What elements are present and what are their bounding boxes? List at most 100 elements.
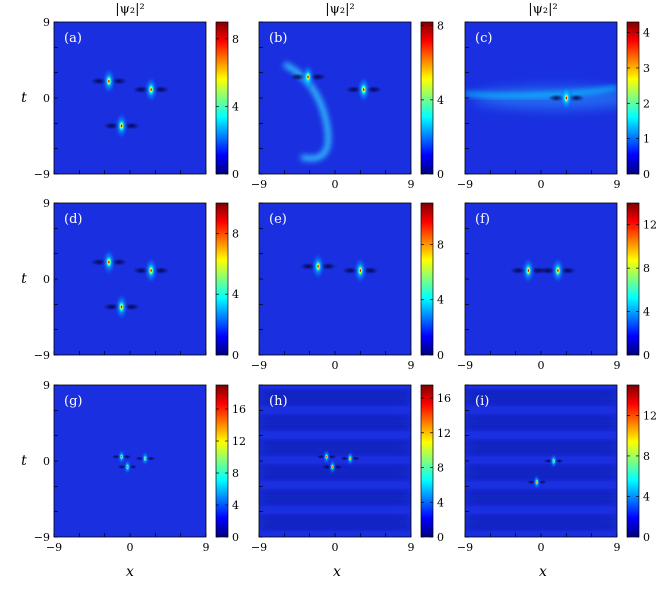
colorbar-tick-label: 12 xyxy=(643,219,657,232)
peak-core xyxy=(143,455,147,462)
colorbar-tick-label: 0 xyxy=(437,168,444,181)
column-title-1: |ψ₂|² xyxy=(115,2,144,17)
peak-core xyxy=(118,301,125,313)
peak-core xyxy=(552,457,556,465)
colorbar-tick-label: 3 xyxy=(643,62,650,75)
x-tick-label: 9 xyxy=(614,541,621,554)
colorbar-tick-label: 8 xyxy=(643,450,650,463)
background-stripe xyxy=(259,518,411,527)
ridge-line xyxy=(465,86,617,98)
heatmap-background xyxy=(54,385,206,537)
y-tick-label: −9 xyxy=(34,349,50,362)
background-stripe xyxy=(259,418,411,427)
peak-core xyxy=(525,265,532,277)
colorbar-tick-label: 4 xyxy=(437,294,444,307)
background-stripe xyxy=(465,418,617,427)
colorbar-tick-label: 4 xyxy=(232,288,239,301)
column-title-3: |ψ₂|² xyxy=(528,2,557,17)
colorbar xyxy=(626,202,640,356)
panel-label: (f) xyxy=(475,212,490,227)
colorbar-tick-label: 0 xyxy=(643,531,650,544)
y-tick-label: 0 xyxy=(43,273,50,286)
panel-f: (f) −9 0 9 0 4 8 12 xyxy=(457,202,657,372)
y-tick-label: 9 xyxy=(43,197,50,210)
peak-core xyxy=(125,463,130,470)
panel-e: (e) −9 0 9 0 4 8 xyxy=(251,202,444,372)
peak-core xyxy=(305,71,311,83)
colorbar-tick-label: 12 xyxy=(643,409,657,422)
heatmap-background xyxy=(259,385,411,537)
y-tick-label: 9 xyxy=(43,16,50,29)
y-tick-label: 0 xyxy=(43,455,50,468)
colorbar-tick-label: 8 xyxy=(232,467,239,480)
x-tick-label: −9 xyxy=(251,541,267,554)
colorbar-tick-label: 12 xyxy=(232,435,246,448)
peak-core xyxy=(148,84,154,96)
panel-c: (c) −9 0 9 0 1 2 3 4 xyxy=(457,21,650,191)
x-tick-label: 0 xyxy=(332,541,339,554)
x-tick-label: −9 xyxy=(457,541,473,554)
background-stripe xyxy=(465,493,617,502)
colorbar xyxy=(215,384,229,538)
x-tick-label: −9 xyxy=(251,178,267,191)
background-stripe xyxy=(259,393,411,402)
background-stripe xyxy=(259,493,411,502)
peak-core xyxy=(106,75,112,87)
x-tick-label: 0 xyxy=(538,541,545,554)
heatmap-background xyxy=(465,203,617,355)
panel-label: (e) xyxy=(269,212,287,227)
x-tick-label: −9 xyxy=(457,359,473,372)
x-tick-label: 9 xyxy=(408,359,415,372)
background-stripe xyxy=(465,393,617,402)
heatmap-field xyxy=(259,203,411,355)
peak-core xyxy=(563,92,570,104)
panel-b: (b) −9 0 9 0 4 8 xyxy=(251,20,444,191)
colorbar-tick-label: 1 xyxy=(643,133,650,146)
colorbar-tick-label: 8 xyxy=(437,238,444,251)
x-tick-label: 9 xyxy=(408,541,415,554)
peak-core xyxy=(148,265,154,277)
colorbar-tick-label: 4 xyxy=(232,100,239,113)
x-tick-label: 0 xyxy=(538,178,545,191)
x-tick-label: 0 xyxy=(127,541,134,554)
colorbar-tick-label: 0 xyxy=(232,168,239,181)
panel-g: (g) −9 0 9 −9 0 9 0 4 8 12 16 xyxy=(34,379,246,554)
colorbar xyxy=(420,384,434,538)
x-tick-label: −9 xyxy=(457,178,473,191)
colorbar-tick-label: 4 xyxy=(437,496,444,509)
ylabel-row-2: t xyxy=(21,271,27,287)
colorbar-tick-label: 8 xyxy=(232,227,239,240)
heatmap-background xyxy=(259,203,411,355)
colorbar-tick-label: 0 xyxy=(232,349,239,362)
heatmap-background xyxy=(54,22,206,174)
x-tick-label: −9 xyxy=(251,359,267,372)
x-tick-label: 0 xyxy=(332,178,339,191)
colorbar-tick-label: 0 xyxy=(643,168,650,181)
colorbar-tick-label: 4 xyxy=(643,490,650,503)
ylabel-row-1: t xyxy=(21,90,27,106)
column-titles: |ψ₂|² |ψ₂|² |ψ₂|² xyxy=(115,2,557,17)
x-tick-label: 9 xyxy=(408,178,415,191)
x-tick-label: 0 xyxy=(332,359,339,372)
panel-label: (i) xyxy=(475,394,489,409)
peak-core xyxy=(348,455,352,462)
peak-core xyxy=(555,265,561,277)
colorbar-tick-label: 8 xyxy=(232,33,239,46)
xlabel-col-2: x xyxy=(333,564,341,580)
colorbar-tick-label: 16 xyxy=(232,403,246,416)
colorbar-tick-label: 0 xyxy=(437,349,444,362)
background-stripe xyxy=(259,443,411,452)
heatmap-field xyxy=(259,22,411,174)
colorbar-tick-label: 8 xyxy=(437,462,444,475)
panel-label: (g) xyxy=(64,394,82,409)
panel-label: (d) xyxy=(64,212,82,227)
colorbar xyxy=(420,21,434,175)
panel-h: (h) −9 0 9 0 4 8 12 16 xyxy=(251,384,451,554)
peak-core xyxy=(106,256,112,268)
x-tick-label: 9 xyxy=(614,359,621,372)
xlabel-col-3: x xyxy=(539,564,547,580)
colorbar-tick-label: 4 xyxy=(643,306,650,319)
colorbar xyxy=(215,21,229,175)
